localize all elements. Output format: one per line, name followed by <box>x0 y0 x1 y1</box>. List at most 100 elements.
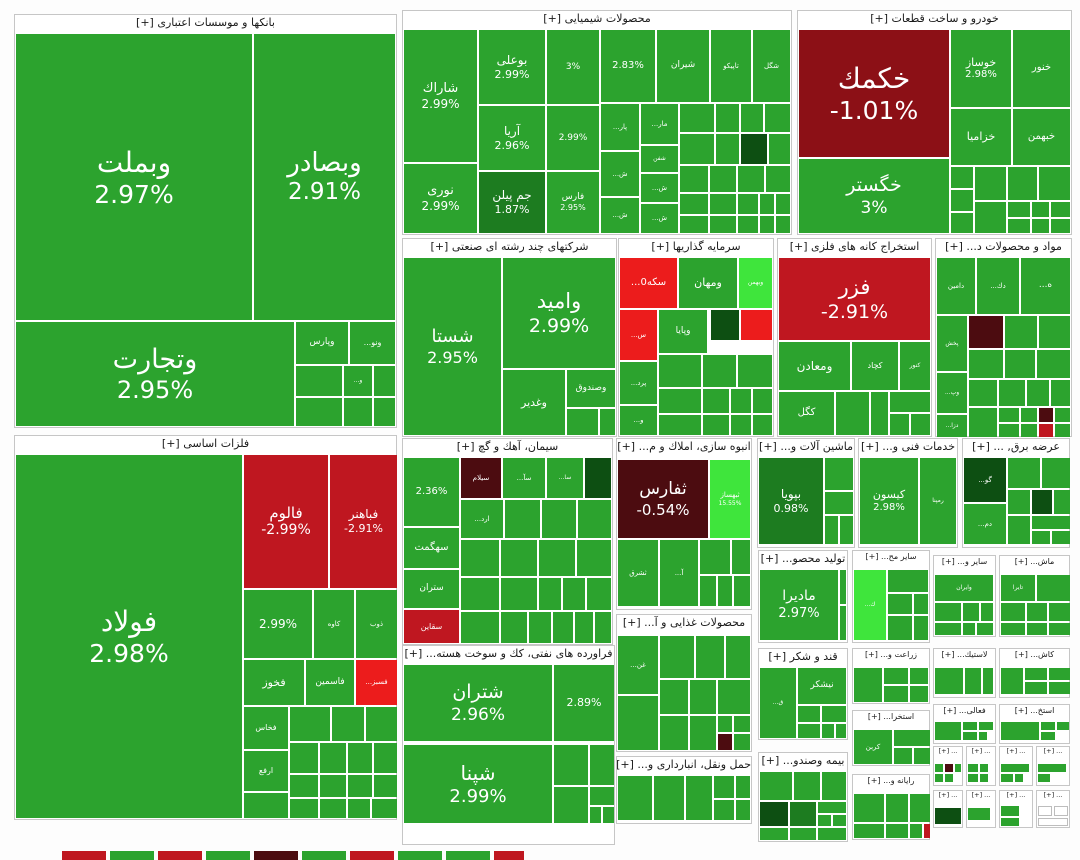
stock-cell[interactable] <box>760 194 774 214</box>
sector-header-agriculture[interactable]: زراعت و... [+] <box>864 650 918 659</box>
stock-cell[interactable] <box>910 686 928 702</box>
sector-header-chemicals[interactable]: محصولات شیمیایی [+] <box>543 12 651 25</box>
stock-cell[interactable] <box>577 540 611 576</box>
stock-cell[interactable] <box>969 408 997 437</box>
stock-cell-auto-5[interactable]: خبهمن <box>1013 109 1070 165</box>
stock-cell[interactable] <box>603 807 614 823</box>
stock-cell[interactable] <box>935 764 943 772</box>
stock-cell[interactable] <box>296 398 342 426</box>
stock-cell[interactable] <box>680 104 714 132</box>
stock-cell[interactable] <box>1037 575 1070 601</box>
stock-cell[interactable] <box>1038 774 1050 782</box>
stock-cell-sugar-1[interactable]: نیشکر <box>798 668 846 704</box>
stock-cell[interactable] <box>980 774 988 782</box>
stock-cell-tech-services-1[interactable]: رمپنا <box>920 458 956 544</box>
stock-cell[interactable] <box>1001 806 1019 816</box>
sector-header-insurance[interactable]: بیمه وصندو... [+] <box>761 754 845 767</box>
stock-cell[interactable] <box>969 316 1003 348</box>
sector-header-micro-6[interactable]: ... [+] <box>971 791 991 799</box>
stock-cell-chemicals-11[interactable]: شگل <box>753 30 790 102</box>
stock-cell-auto-2[interactable]: خوساز 2.98% <box>951 30 1011 107</box>
stock-cell[interactable] <box>554 745 588 785</box>
stock-cell[interactable] <box>840 606 846 640</box>
stock-cell[interactable] <box>1027 623 1047 635</box>
stock-cell[interactable] <box>935 722 961 740</box>
stock-cell[interactable] <box>703 355 736 387</box>
stock-cell-basic-metals-4[interactable]: کاوه <box>314 590 354 658</box>
stock-cell[interactable] <box>924 824 930 838</box>
stock-cell[interactable] <box>776 194 790 214</box>
stock-cell[interactable] <box>680 194 708 214</box>
stock-cell-cement-5[interactable]: ارد... <box>461 500 503 538</box>
stock-cell-chemicals-3[interactable]: آریا 2.96% <box>479 106 545 170</box>
stock-cell[interactable] <box>1008 458 1040 488</box>
stock-cell[interactable] <box>790 828 816 840</box>
stock-cell[interactable] <box>718 716 732 732</box>
stock-cell[interactable] <box>618 696 658 750</box>
stock-cell[interactable] <box>1051 202 1070 217</box>
stock-cell-auto-4[interactable]: خزامیا <box>951 109 1011 165</box>
stock-cell-chemicals-9[interactable]: شیران <box>657 30 709 102</box>
stock-cell-basic-metals-8[interactable]: فسبز... <box>356 660 397 705</box>
stock-cell-other-products-0[interactable]: ك... <box>854 570 886 640</box>
stock-cell[interactable] <box>1001 774 1013 782</box>
stock-cell-investments-4[interactable]: وپایا <box>659 310 707 353</box>
stock-cell-cement-1[interactable]: سیلام <box>461 458 501 498</box>
stock-cell[interactable] <box>332 707 364 741</box>
stock-cell-multi-industry-1[interactable]: وامید 2.99% <box>503 258 615 368</box>
stock-cell-investments-0[interactable]: سکه0... <box>620 258 677 308</box>
stock-cell-banks-2[interactable]: وتجارت 2.95% <box>16 322 294 426</box>
stock-cell[interactable] <box>716 134 739 164</box>
stock-cell[interactable] <box>700 540 730 574</box>
stock-cell[interactable] <box>711 310 739 340</box>
stock-cell[interactable] <box>1041 732 1055 740</box>
stock-cell[interactable] <box>1038 818 1068 826</box>
stock-cell[interactable] <box>738 216 758 233</box>
stock-cell[interactable] <box>794 772 820 800</box>
stock-cell[interactable] <box>1051 219 1070 233</box>
stock-cell[interactable] <box>825 516 838 544</box>
stock-cell[interactable] <box>951 190 973 211</box>
stock-cell[interactable] <box>822 706 846 722</box>
stock-cell[interactable] <box>825 458 853 490</box>
stock-cell[interactable] <box>244 793 288 818</box>
stock-cell[interactable] <box>372 799 397 818</box>
stock-cell-multi-industry-0[interactable]: شستا 2.95% <box>404 258 501 435</box>
stock-cell-chemicals-1[interactable]: نوری 2.99% <box>404 164 477 233</box>
stock-cell-metal-ores-1[interactable]: ومعادن <box>779 342 850 390</box>
stock-cell[interactable] <box>660 716 688 750</box>
stock-cell[interactable] <box>833 815 846 826</box>
stock-cell[interactable] <box>680 134 714 164</box>
stock-cell[interactable] <box>1037 350 1070 378</box>
stock-cell[interactable] <box>575 612 593 643</box>
stock-cell[interactable] <box>501 578 537 610</box>
stock-cell-oil-products-1[interactable]: شپنا 2.99% <box>404 745 552 823</box>
stock-cell[interactable] <box>734 716 750 732</box>
stock-cell-auto-0[interactable]: خکمك -1.01% <box>799 30 949 157</box>
stock-cell[interactable] <box>461 578 499 610</box>
stock-cell-pharma-11[interactable]: دزا... <box>937 415 967 437</box>
stock-cell[interactable] <box>1038 806 1052 816</box>
stock-cell-pharma-1[interactable]: دك... <box>977 258 1019 314</box>
stock-cell[interactable] <box>871 392 888 435</box>
stock-cell[interactable] <box>884 668 908 684</box>
stock-cell-machines2-0[interactable]: تایرا <box>1001 575 1035 601</box>
stock-cell[interactable] <box>718 734 732 750</box>
stock-cell[interactable] <box>969 350 1003 378</box>
stock-cell-real-estate-2[interactable]: ثشرق <box>618 540 658 606</box>
sector-header-micro-2[interactable]: ... [+] <box>971 747 991 755</box>
stock-cell-chemicals-15[interactable]: مار... <box>641 104 678 144</box>
stock-cell[interactable] <box>1015 774 1023 782</box>
stock-cell[interactable] <box>910 668 928 684</box>
stock-cell-metal-ores-2[interactable]: کچاد <box>852 342 898 390</box>
sector-header-metal-ores[interactable]: استخراج کانه های فلزی [+] <box>789 240 920 253</box>
stock-cell[interactable] <box>738 166 764 192</box>
stock-cell-electricity-0[interactable]: گو... <box>964 458 1006 502</box>
stock-cell-cement-2[interactable]: سآ... <box>503 458 545 498</box>
stock-cell-investments-8[interactable]: و... <box>620 406 657 435</box>
stock-cell-banks-3[interactable]: وپارس <box>296 322 348 364</box>
stock-cell[interactable] <box>1008 202 1030 217</box>
stock-cell[interactable] <box>968 774 978 782</box>
stock-cell[interactable] <box>1027 603 1047 621</box>
stock-cell[interactable] <box>1039 316 1070 348</box>
